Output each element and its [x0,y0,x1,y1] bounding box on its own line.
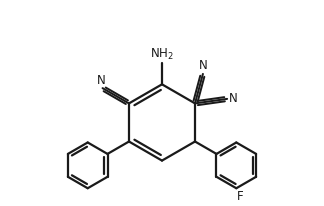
Text: NH$_2$: NH$_2$ [150,47,174,62]
Text: N: N [97,74,106,87]
Text: F: F [237,190,244,203]
Text: N: N [199,59,207,72]
Text: N: N [229,92,238,105]
